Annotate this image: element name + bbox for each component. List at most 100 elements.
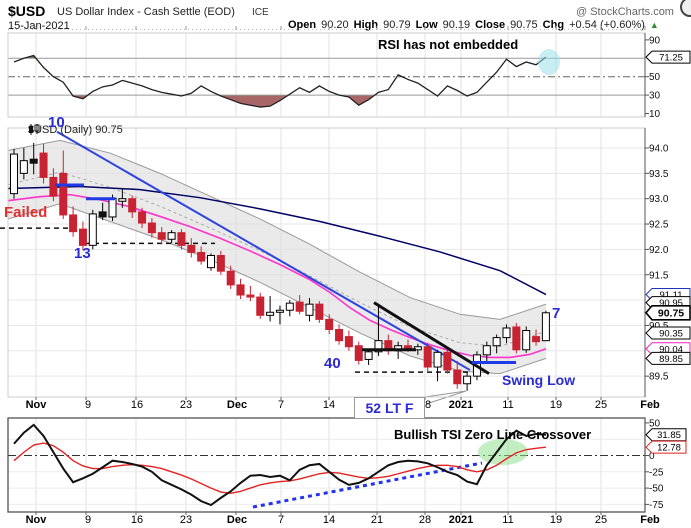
symbol-title: $USD	[8, 3, 46, 19]
axis-label: 28	[419, 514, 431, 526]
band-upper-line	[7, 139, 547, 320]
axis-label: 89.5	[649, 372, 669, 383]
axis-label: 92.0	[649, 245, 669, 256]
label-7: 7	[552, 305, 561, 322]
candle-body	[147, 222, 156, 234]
axis-label: 11	[502, 514, 513, 526]
axis-label: 90.5	[649, 321, 669, 332]
axis-label: Feb	[640, 399, 660, 411]
candlestick-icon	[29, 124, 40, 135]
axis-label: 31.85	[657, 430, 681, 441]
candle-body	[315, 303, 324, 320]
band-fill	[8, 140, 546, 374]
candle-body	[433, 351, 442, 368]
low-value: 90.19	[442, 19, 471, 31]
axis-label: 0	[649, 451, 655, 462]
axis-label: 7	[278, 514, 284, 526]
axis-label: 91.11	[659, 290, 682, 301]
candle-body	[443, 351, 452, 371]
price-callout-box	[645, 326, 691, 340]
axis-label: 14	[323, 514, 335, 526]
candle-body	[216, 254, 225, 272]
candle-body	[88, 213, 97, 246]
chg-value: +0.54 (+0.60%)	[569, 19, 645, 31]
candle-body	[177, 232, 186, 246]
axis-label: 71.25	[659, 53, 683, 64]
label-failed: Failed	[4, 204, 48, 221]
candle-body	[167, 232, 176, 240]
tsi-signal-line	[13, 442, 546, 495]
rsi-panel[interactable]	[8, 33, 645, 117]
candle-body	[256, 296, 265, 316]
label-13: 13	[74, 245, 91, 262]
up-triangle-icon: ▲	[649, 20, 659, 30]
axis-label: Nov	[26, 399, 48, 411]
axis-label: Nov	[26, 514, 48, 526]
axis-label: 23	[180, 399, 192, 411]
candle-body	[266, 311, 275, 316]
candle-body	[246, 294, 255, 298]
candle-body	[305, 303, 314, 316]
candle-body	[39, 152, 48, 178]
candle-body	[423, 346, 432, 368]
rsi-annotation: RSI has not embedded	[378, 37, 519, 52]
candle-body	[325, 318, 334, 331]
candle-body	[413, 346, 422, 351]
label-swing-low: Swing Low	[502, 372, 576, 388]
candle-body	[482, 345, 491, 356]
candle-body	[463, 375, 472, 385]
axis-label: 19	[550, 514, 562, 526]
axis-label: 10	[649, 109, 661, 120]
axis-label: 7	[278, 399, 284, 411]
axis-label: 91.5	[649, 270, 669, 281]
axis-label: 19	[550, 399, 562, 411]
axis-label: 90	[649, 35, 661, 46]
candle-body	[275, 309, 284, 313]
open-value: 90.20	[321, 19, 349, 31]
axis-label: 21	[371, 514, 383, 526]
axis-label: 25	[595, 399, 607, 411]
rsi-oversold-fill	[14, 95, 546, 108]
candle-body	[207, 254, 215, 269]
label-40: 40	[324, 355, 341, 372]
price-callout-box	[645, 428, 687, 442]
price-callout-box	[644, 304, 691, 321]
candle-body	[10, 153, 18, 195]
axis-label: 90.95	[659, 298, 683, 309]
candle-body	[285, 302, 294, 311]
rsi-line	[13, 54, 547, 108]
axis-label: 16	[131, 514, 143, 526]
cyan-highlight-ellipse	[538, 49, 560, 75]
candle-body	[29, 158, 38, 164]
black-trendline	[373, 301, 490, 375]
axis-label: 90.35	[659, 329, 683, 340]
candle-body	[295, 301, 304, 312]
axis-label: -50	[649, 484, 664, 495]
candle-body	[128, 198, 137, 213]
green-highlight-ellipse	[478, 439, 528, 465]
axis-label: Feb	[640, 514, 660, 526]
navy-ma-line	[7, 185, 547, 296]
chart-date: 15-Jan-2021	[8, 20, 70, 32]
axis-label: 94.0	[649, 144, 669, 155]
low-label: Low	[415, 19, 438, 31]
candle-body	[502, 327, 511, 339]
candle-body	[138, 211, 147, 224]
candle-body	[532, 336, 541, 343]
candle-body	[236, 284, 245, 296]
axis-label: 93.0	[649, 194, 669, 205]
series-legend: $USD (Daily) 90.75	[28, 124, 123, 136]
axis-label: 12.78	[657, 443, 681, 454]
axis-label: -75	[649, 500, 664, 511]
axis-label: 90.04	[659, 344, 683, 355]
axis-label: -25	[649, 467, 664, 478]
candle-body	[344, 336, 353, 348]
axis-label: 90.75	[658, 307, 684, 319]
candle-body	[187, 244, 196, 253]
candle-body	[226, 270, 235, 286]
axis-label: 93.5	[649, 169, 669, 180]
candle-body	[197, 251, 206, 262]
exchange-label: ICE	[252, 7, 269, 18]
